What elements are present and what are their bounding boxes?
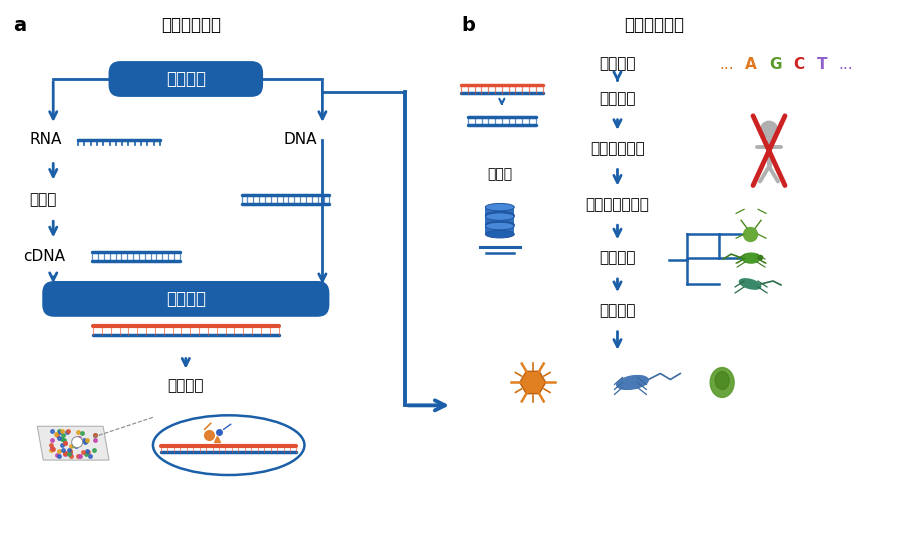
- Text: cDNA: cDNA: [23, 249, 66, 264]
- Text: 上机测序: 上机测序: [167, 378, 204, 393]
- Polygon shape: [37, 426, 109, 460]
- FancyBboxPatch shape: [109, 61, 263, 97]
- Text: C: C: [794, 57, 805, 72]
- Text: 测序实验流程: 测序实验流程: [161, 16, 220, 34]
- Bar: [485, 226, 514, 234]
- Ellipse shape: [616, 375, 648, 389]
- Text: A: A: [745, 57, 757, 72]
- FancyBboxPatch shape: [42, 281, 329, 317]
- Text: b: b: [461, 16, 475, 35]
- Text: ...: ...: [839, 57, 853, 72]
- Text: 序列分析流程: 序列分析流程: [625, 16, 684, 34]
- Text: 参考数据库比对: 参考数据库比对: [586, 197, 650, 212]
- Ellipse shape: [485, 212, 514, 219]
- Ellipse shape: [485, 222, 514, 230]
- Bar: [485, 217, 514, 225]
- Text: G: G: [770, 57, 782, 72]
- Ellipse shape: [710, 368, 734, 398]
- Circle shape: [72, 436, 83, 448]
- Text: RNA: RNA: [30, 132, 62, 147]
- Circle shape: [760, 121, 778, 138]
- Text: 报告解读: 报告解读: [599, 304, 635, 319]
- Text: ...: ...: [720, 57, 734, 72]
- Ellipse shape: [716, 371, 729, 389]
- Text: 文库构建: 文库构建: [166, 290, 206, 308]
- Ellipse shape: [485, 231, 514, 238]
- Ellipse shape: [742, 253, 760, 263]
- Ellipse shape: [740, 279, 760, 289]
- Text: 数据库: 数据库: [487, 167, 512, 181]
- Text: 数据质控: 数据质控: [599, 91, 635, 106]
- Text: 种属鉴定: 种属鉴定: [599, 251, 635, 266]
- Ellipse shape: [485, 221, 514, 229]
- Ellipse shape: [485, 213, 514, 220]
- Text: 去除人源宿主: 去除人源宿主: [590, 141, 645, 156]
- Ellipse shape: [485, 203, 514, 211]
- Ellipse shape: [153, 415, 304, 475]
- Text: T: T: [816, 57, 827, 72]
- Text: 核酸提取: 核酸提取: [166, 70, 206, 88]
- Bar: [485, 207, 514, 215]
- Polygon shape: [520, 371, 545, 394]
- Text: 反转录: 反转录: [30, 192, 57, 207]
- Text: 碱基识别: 碱基识别: [599, 57, 635, 72]
- Text: a: a: [13, 16, 26, 35]
- Text: DNA: DNA: [284, 132, 317, 147]
